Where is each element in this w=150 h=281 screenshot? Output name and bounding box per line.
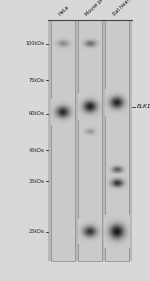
Text: 60kDa: 60kDa (28, 111, 44, 116)
Text: HeLa: HeLa (58, 4, 70, 17)
Text: 75kDa: 75kDa (28, 78, 44, 83)
Text: ELK1: ELK1 (136, 104, 150, 109)
Bar (78, 20, 102, 261)
Text: 100kDa: 100kDa (25, 41, 44, 46)
Bar (51, 20, 75, 261)
Text: Mouse placenta: Mouse placenta (85, 0, 117, 17)
Bar (105, 20, 129, 261)
Text: 25kDa: 25kDa (28, 229, 44, 234)
Text: 35kDa: 35kDa (28, 179, 44, 184)
Text: 45kDa: 45kDa (28, 148, 44, 153)
Text: Rat heart: Rat heart (112, 0, 132, 17)
Bar (48, 20, 132, 261)
